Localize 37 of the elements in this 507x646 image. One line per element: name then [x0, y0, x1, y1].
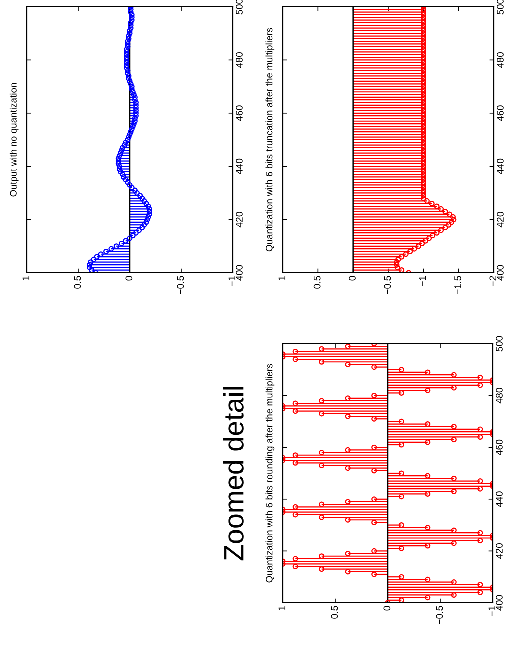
- x-tick-label: 1: [278, 606, 286, 610]
- x-tick-label: −1: [419, 276, 426, 286]
- x-tick-label: −0.5: [177, 276, 184, 294]
- x-tick-label: −1: [228, 276, 236, 286]
- x-tick-label: 0: [384, 606, 391, 611]
- x-tick-label: 0.5: [74, 276, 82, 289]
- y-tick-label: 480: [236, 52, 243, 68]
- y-tick-label: 440: [236, 158, 243, 174]
- x-tick-label: −0.5: [384, 276, 392, 294]
- y-tick-label: 400: [497, 265, 504, 281]
- text: Quantization with 6 bits truncation after the multipliers: [266, 28, 275, 252]
- y-tick-label: 420: [236, 212, 243, 228]
- text: Quantization with 6 bits rounding after the multipliers: [266, 364, 275, 583]
- y-tick-label: 500: [496, 336, 503, 352]
- x-tick-label: −1: [488, 606, 496, 616]
- y-tick-label: 420: [497, 212, 504, 228]
- x-tick-label: 1: [278, 276, 286, 280]
- y-tick-label: 480: [496, 388, 503, 404]
- y-tick-label: 460: [496, 440, 503, 456]
- x-tick-label: 0: [126, 276, 133, 281]
- x-tick-label: −1.5: [454, 276, 462, 294]
- y-tick-label: 460: [497, 106, 504, 122]
- x-tick-label: −2: [490, 276, 497, 286]
- text: Zoomed detail: [224, 387, 244, 561]
- x-tick-label: 0.5: [314, 276, 321, 289]
- text: Output with no quantization: [10, 83, 19, 197]
- x-tick-label: −0.5: [436, 606, 444, 624]
- y-tick-label: 480: [497, 52, 504, 68]
- y-tick-label: 440: [496, 492, 503, 508]
- y-tick-label: 420: [496, 543, 503, 560]
- x-tick-label: 0.5: [331, 606, 338, 619]
- y-tick-label: 400: [496, 595, 503, 611]
- x-tick-label: 0: [349, 276, 356, 281]
- x-tick-label: 1: [22, 276, 30, 280]
- y-tick-label: 460: [236, 106, 243, 122]
- y-tick-label: 440: [497, 158, 504, 174]
- y-tick-label: 400: [236, 265, 243, 281]
